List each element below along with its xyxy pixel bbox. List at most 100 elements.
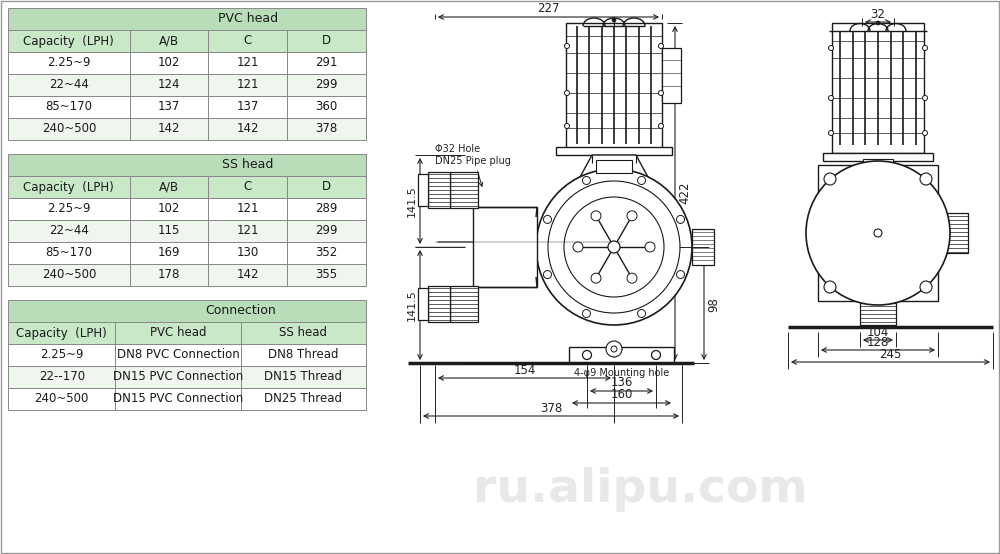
Circle shape [582, 310, 590, 317]
Text: Capacity  (LPH): Capacity (LPH) [16, 326, 107, 340]
Bar [115, 366, 241, 388]
Text: 137: 137 [158, 100, 180, 114]
Circle shape [564, 124, 570, 129]
Circle shape [627, 211, 637, 221]
Bar [8, 118, 130, 140]
Text: 4-φ9 Mounting hole: 4-φ9 Mounting hole [574, 368, 669, 378]
Circle shape [920, 173, 932, 185]
Text: SS head: SS head [222, 158, 274, 172]
Bar [692, 229, 714, 265]
Text: 32: 32 [871, 8, 885, 20]
Bar [662, 48, 681, 103]
Bar [130, 96, 208, 118]
Text: C: C [244, 181, 252, 193]
Text: 142: 142 [158, 122, 180, 136]
Text: 378: 378 [540, 402, 562, 414]
Text: 102: 102 [158, 57, 180, 69]
Circle shape [828, 95, 834, 100]
Text: 240~500: 240~500 [35, 392, 89, 406]
Bar [287, 74, 366, 96]
Text: 136: 136 [610, 377, 633, 389]
Text: 22~44: 22~44 [49, 79, 89, 91]
Bar [418, 288, 428, 320]
Text: 2.25~9: 2.25~9 [47, 57, 91, 69]
Text: 98: 98 [708, 297, 720, 312]
Circle shape [564, 44, 570, 49]
Text: 85~170: 85~170 [45, 247, 92, 259]
Text: D: D [322, 181, 331, 193]
Bar [241, 388, 366, 410]
Circle shape [612, 18, 616, 22]
Circle shape [658, 124, 664, 129]
Text: 130: 130 [237, 247, 259, 259]
Text: 85~170: 85~170 [45, 100, 92, 114]
Bar [860, 303, 896, 325]
Circle shape [677, 216, 685, 223]
Text: 178: 178 [158, 269, 180, 281]
Bar [8, 198, 130, 220]
Circle shape [824, 173, 836, 185]
Bar [8, 52, 130, 74]
Circle shape [920, 281, 932, 293]
Text: 245: 245 [879, 347, 902, 361]
Bar [596, 160, 632, 173]
Bar [8, 96, 130, 118]
Bar [473, 207, 537, 287]
Text: Connection: Connection [205, 305, 276, 317]
Bar [130, 30, 208, 52]
Text: PVC head: PVC head [218, 13, 278, 25]
Circle shape [922, 131, 928, 136]
Bar [287, 30, 366, 52]
Text: 121: 121 [237, 203, 259, 216]
Circle shape [611, 346, 617, 352]
Bar [287, 118, 366, 140]
Text: DN15 PVC Connection: DN15 PVC Connection [113, 392, 243, 406]
Bar [287, 264, 366, 286]
Circle shape [658, 90, 664, 95]
Bar [418, 174, 428, 206]
Bar [115, 388, 241, 410]
Text: 142: 142 [237, 269, 259, 281]
Bar [208, 52, 287, 74]
Bar [287, 96, 366, 118]
Circle shape [582, 177, 590, 184]
Circle shape [564, 90, 570, 95]
Bar [130, 74, 208, 96]
Text: Φ32 Hole
DN25 Pipe plug: Φ32 Hole DN25 Pipe plug [435, 144, 511, 186]
Text: DN8 Thread: DN8 Thread [268, 348, 339, 362]
Bar [8, 300, 366, 322]
Text: 102: 102 [158, 203, 180, 216]
Text: 104: 104 [867, 326, 889, 338]
Bar [8, 242, 130, 264]
Text: DN15 Thread: DN15 Thread [264, 371, 342, 383]
Bar [428, 286, 450, 322]
Text: 121: 121 [237, 57, 259, 69]
Text: 22--170: 22--170 [39, 371, 85, 383]
Circle shape [806, 161, 950, 305]
Circle shape [652, 351, 660, 360]
Text: 227: 227 [537, 3, 560, 16]
Circle shape [645, 242, 655, 252]
Bar [8, 264, 130, 286]
Bar [241, 344, 366, 366]
Bar [556, 147, 672, 155]
Text: 299: 299 [315, 224, 338, 238]
Bar [130, 242, 208, 264]
Bar [8, 30, 130, 52]
Bar [8, 8, 366, 30]
Text: Capacity  (LPH): Capacity (LPH) [23, 181, 114, 193]
Bar [130, 52, 208, 74]
Bar [566, 23, 662, 152]
Text: Capacity  (LPH): Capacity (LPH) [23, 34, 114, 48]
Text: 352: 352 [315, 247, 338, 259]
Text: 124: 124 [158, 79, 180, 91]
Bar [863, 159, 893, 171]
Text: 137: 137 [237, 100, 259, 114]
Bar [8, 74, 130, 96]
Circle shape [922, 95, 928, 100]
Circle shape [627, 273, 637, 283]
Text: 240~500: 240~500 [42, 269, 96, 281]
Circle shape [591, 211, 601, 221]
Text: 355: 355 [316, 269, 338, 281]
Bar [8, 388, 115, 410]
